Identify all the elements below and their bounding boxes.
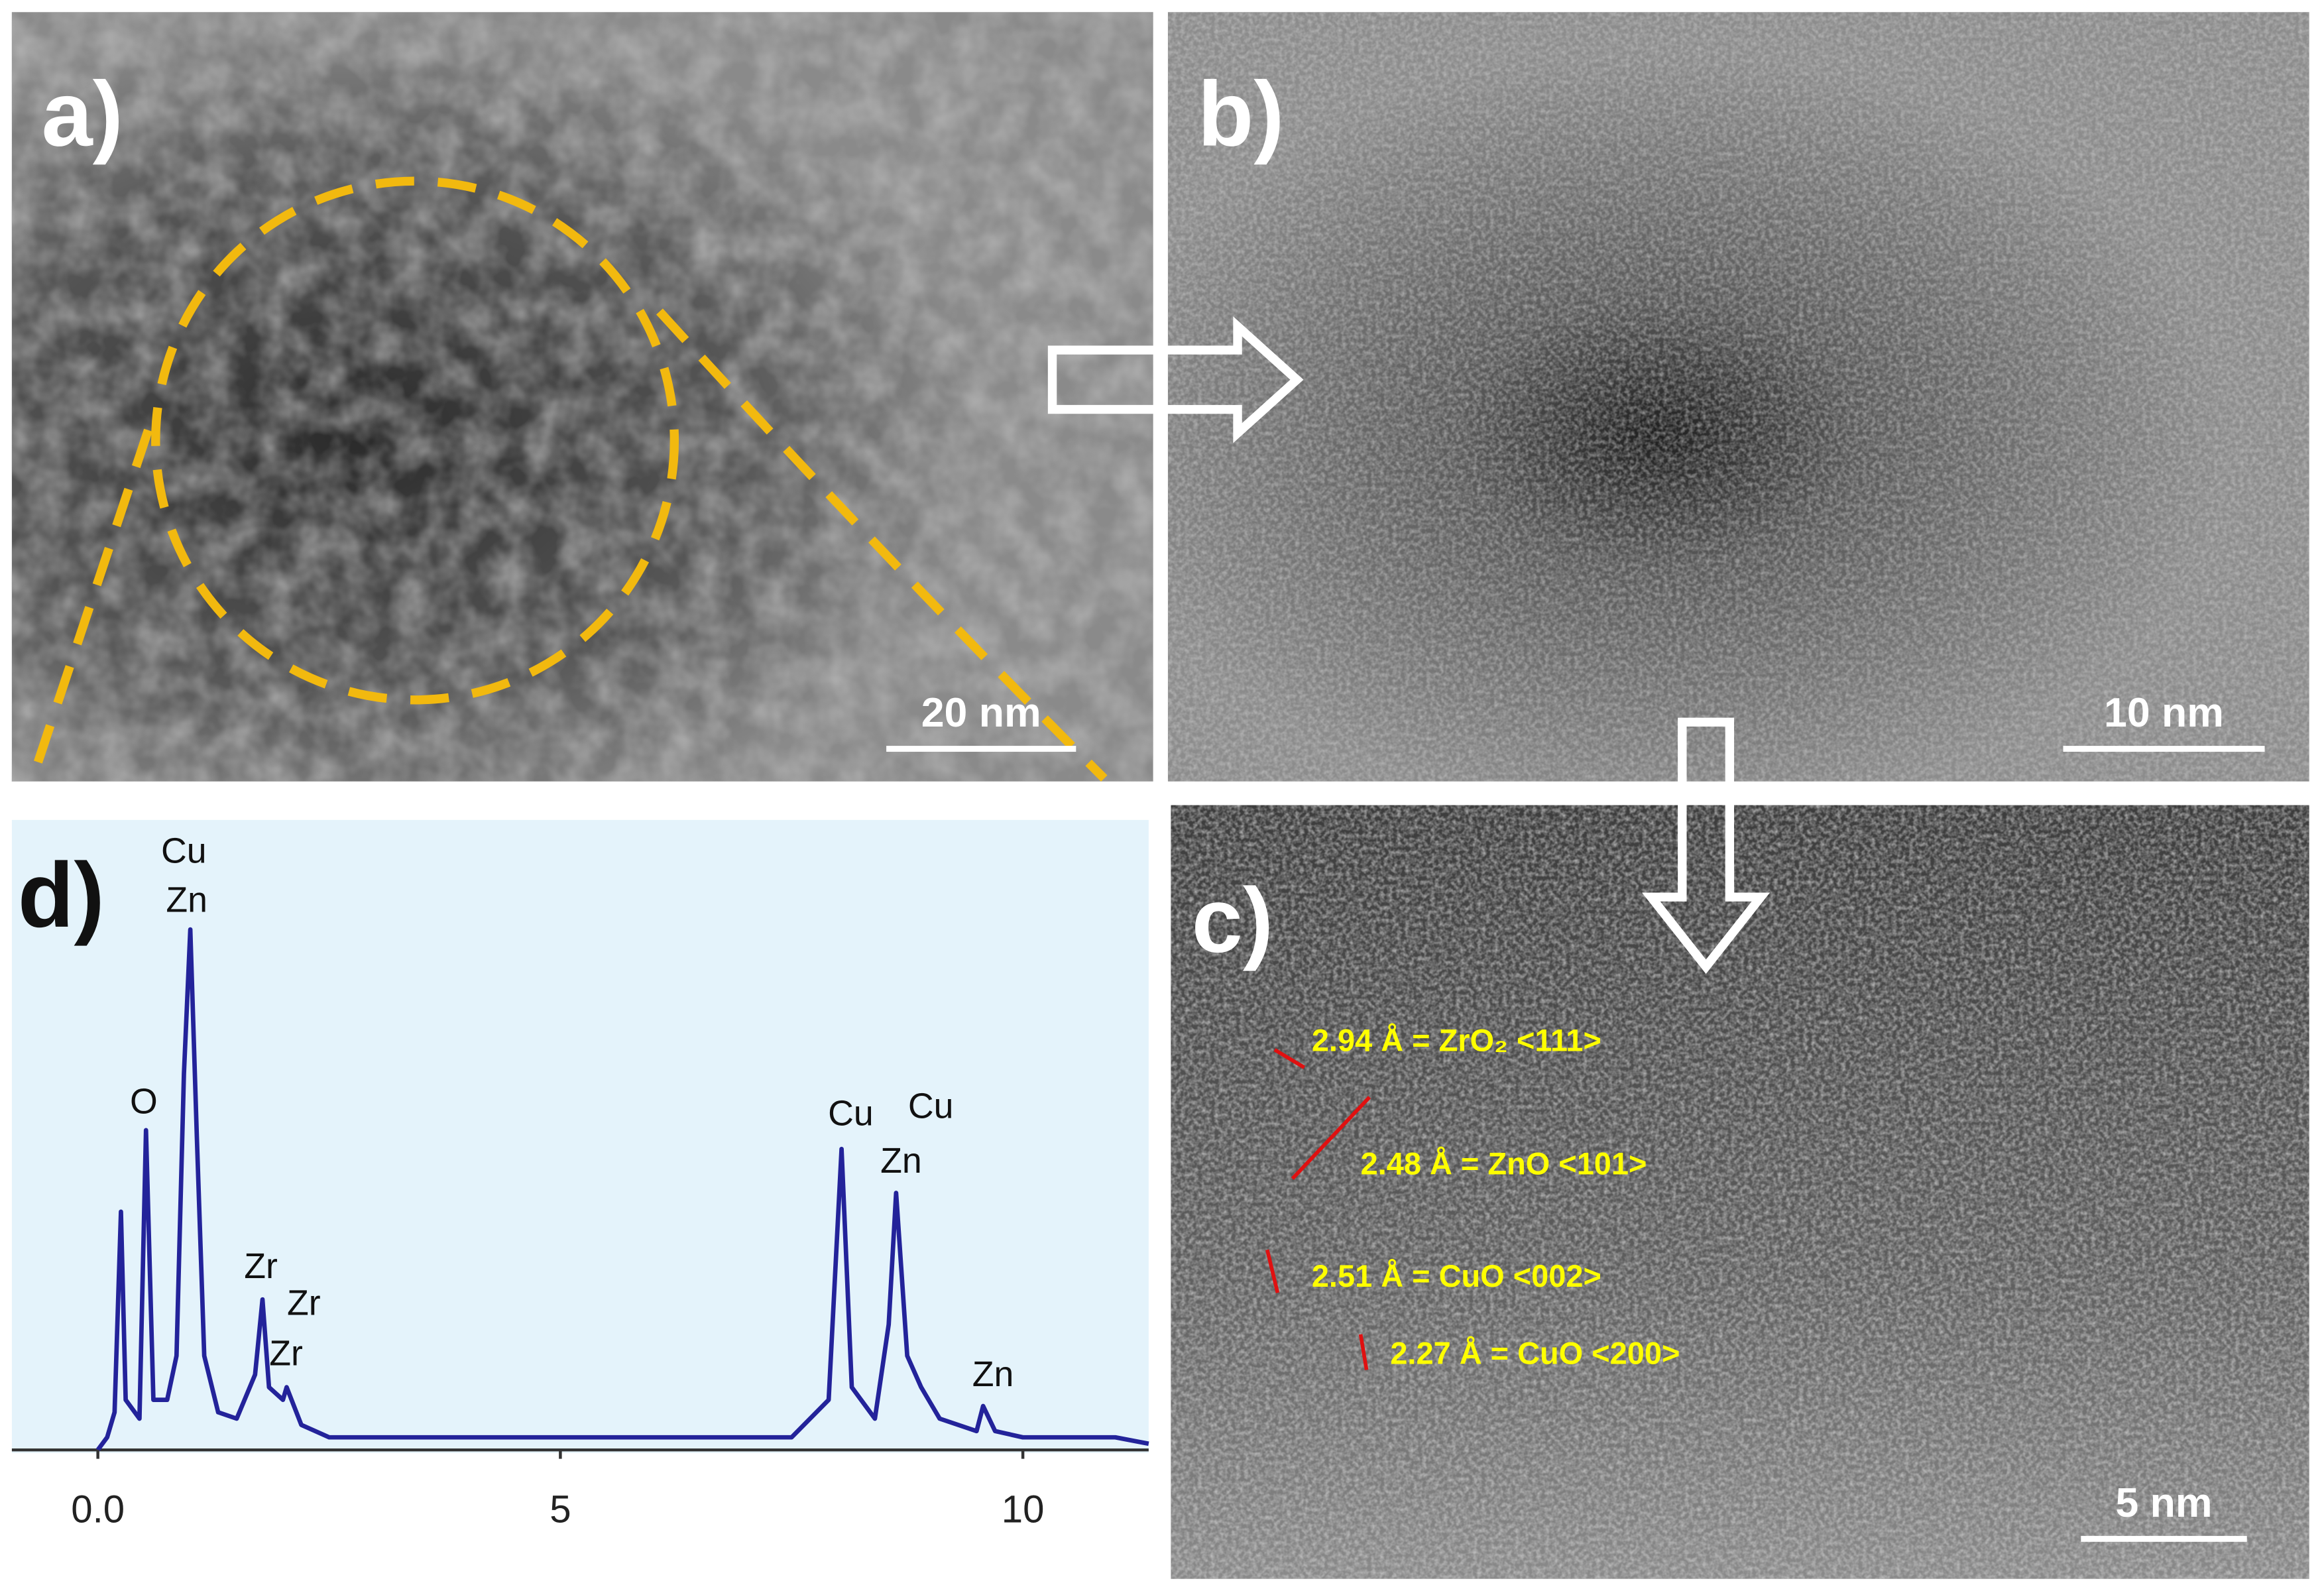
peak-label: Cu <box>161 831 207 871</box>
arrow-down <box>1642 717 1771 974</box>
x-tick-label: 10 <box>1002 1488 1045 1531</box>
peak-label: Cu <box>828 1094 874 1134</box>
scale-bar <box>886 746 1076 752</box>
highlight-circle <box>151 176 679 705</box>
scale-bar-label: 10 nm <box>2104 689 2224 736</box>
panel-c: c) 2.94 Å = ZrO₂ <111> 2.48 Å = ZnO <101… <box>1171 805 2309 1579</box>
panel-a: a) 20 nm <box>11 12 1153 782</box>
peak-label: Zn <box>880 1141 922 1181</box>
texture <box>11 12 1153 782</box>
lattice-markers <box>1265 1048 1371 1370</box>
panel-label: d) <box>18 845 105 947</box>
arrow-right <box>1047 316 1304 443</box>
lattice-annotation: 2.48 Å = ZnO <101> <box>1361 1146 1647 1181</box>
panel-label: b) <box>1198 64 1285 166</box>
texture <box>1167 12 2309 782</box>
peak-label: Zr <box>287 1283 321 1323</box>
scale-bar-label: 5 nm <box>2115 1480 2212 1526</box>
scale-bar <box>2081 1535 2247 1542</box>
lattice-annotation: 2.27 Å = CuO <200> <box>1390 1335 1680 1370</box>
plot-area <box>11 819 1149 1453</box>
peak-label: Zn <box>166 880 207 920</box>
lattice-annotation: 2.51 Å = CuO <002> <box>1312 1258 1601 1293</box>
peak-label: Zr <box>269 1334 303 1374</box>
spectrum <box>95 927 1149 1452</box>
peak-label: Zr <box>244 1246 278 1286</box>
scale-bar-label: 20 nm <box>921 689 1041 736</box>
scale-bar <box>2063 746 2265 752</box>
panel-label: c) <box>1192 870 1273 972</box>
peak-label: Zn <box>972 1354 1014 1394</box>
zoom-lines <box>28 308 1108 782</box>
lattice-annotation: 2.94 Å = ZrO₂ <111> <box>1312 1023 1601 1058</box>
peak-label: Cu <box>908 1086 954 1126</box>
texture <box>1171 805 2309 1579</box>
panel-b: b) 10 nm <box>1167 12 2309 782</box>
x-tick-label: 0.0 <box>71 1488 125 1531</box>
panel-label: a) <box>42 64 123 166</box>
panel-d: d) 0.0510CuZnOZrZrZrCuZnCuZnZn <box>11 819 1149 1531</box>
x-tick-label: 5 <box>550 1488 571 1531</box>
peak-label: O <box>130 1082 158 1122</box>
